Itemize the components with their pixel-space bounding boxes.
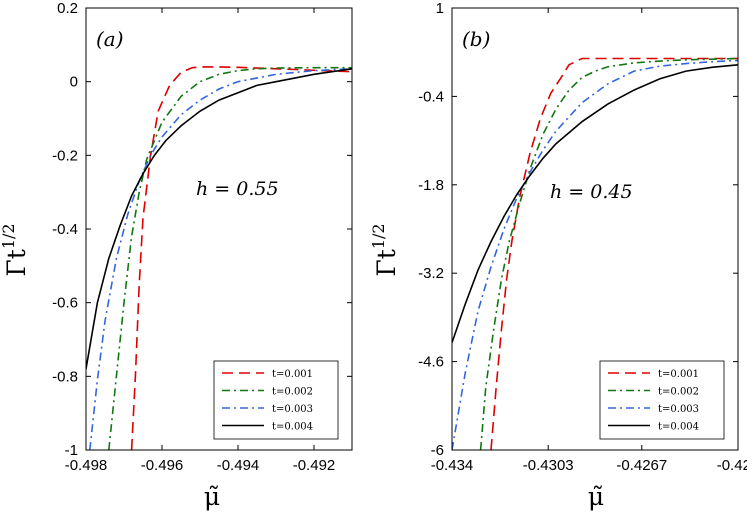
chart-panel-b: -0.434 -0.4303 -0.4267 -0.423 1 -0.4 -1.8 -3.2 -… bbox=[418, 0, 747, 474]
legend-entry: t=0.003 bbox=[272, 404, 313, 415]
series-line-t-0-003 bbox=[89, 67, 352, 450]
series-line-t-0-004 bbox=[452, 64, 738, 343]
y-axis-label-exponent: 1/2 bbox=[369, 223, 388, 249]
x-tick-label: -0.423 bbox=[717, 457, 747, 474]
svg-text:Γt1/2: Γt1/2 bbox=[369, 223, 401, 276]
y-tick-label: -6 bbox=[431, 442, 444, 459]
y-tick-label: -4.6 bbox=[418, 354, 444, 371]
legend-entry: t=0.002 bbox=[272, 387, 313, 398]
x-axis-label-b: μ̃ bbox=[588, 482, 604, 511]
y-tick-label: -0.2 bbox=[52, 147, 78, 164]
x-tick-label: -0.498 bbox=[65, 457, 108, 474]
legend-entry: t=0.003 bbox=[658, 404, 699, 415]
y-tick-label: 1 bbox=[436, 0, 444, 17]
series-line-t-0-003 bbox=[452, 59, 738, 450]
y-tick-label: -1.8 bbox=[418, 177, 444, 194]
y-axis-label-b: Γt1/2 bbox=[369, 223, 401, 276]
series-line-t-0-002 bbox=[479, 57, 738, 450]
series-group bbox=[452, 57, 738, 450]
series-line-t-0-004 bbox=[86, 67, 352, 370]
series-line-t-0-001 bbox=[130, 66, 352, 450]
x-tick-label: -0.494 bbox=[217, 457, 260, 474]
legend-entry: t=0.004 bbox=[272, 422, 313, 433]
x-tick-label: -0.496 bbox=[141, 457, 184, 474]
y-tick-label: -0.4 bbox=[418, 88, 444, 105]
x-tick-label: -0.434 bbox=[431, 457, 474, 474]
x-tick-label: -0.4303 bbox=[523, 457, 574, 474]
y-axis-label-exponent: 1/2 bbox=[0, 223, 18, 249]
y-tick-label: 0 bbox=[70, 74, 78, 91]
panel-label: (b) bbox=[462, 27, 490, 51]
annotation-h: h = 0.45 bbox=[550, 181, 633, 203]
y-tick-label: -3.2 bbox=[418, 265, 444, 282]
legend-entry: t=0.001 bbox=[658, 369, 699, 380]
series-line-t-0-002 bbox=[108, 66, 352, 450]
x-tick-label: -0.492 bbox=[293, 457, 336, 474]
legend: t=0.001 t=0.002 t=0.003 t=0.004 bbox=[599, 360, 725, 440]
legend-entry: t=0.001 bbox=[272, 369, 313, 380]
x-tick-label: -0.4267 bbox=[616, 457, 667, 474]
y-tick-label: -1 bbox=[65, 442, 78, 459]
panel-label: (a) bbox=[96, 27, 124, 51]
y-tick-label: -0.8 bbox=[52, 368, 78, 385]
annotation-h: h = 0.55 bbox=[196, 178, 279, 200]
chart-panel-a: -0.498 -0.496 -0.494 -0.492 0.2 0 -0.2 -0.4 -0.6… bbox=[52, 0, 353, 474]
legend: t=0.001 t=0.002 t=0.003 t=0.004 bbox=[213, 360, 339, 440]
legend-entry: t=0.004 bbox=[658, 422, 699, 433]
y-tick-label: -0.6 bbox=[52, 295, 78, 312]
series-line-t-0-001 bbox=[490, 57, 738, 450]
y-axis-label-base: Γt bbox=[2, 249, 31, 276]
legend-entry: t=0.002 bbox=[658, 387, 699, 398]
series-group bbox=[86, 66, 352, 450]
y-axis-label-base: Γt bbox=[372, 249, 401, 276]
plot-frame bbox=[451, 7, 739, 451]
y-tick-label: -0.4 bbox=[52, 221, 78, 238]
y-axis-label-a: Γt1/2 bbox=[0, 223, 31, 276]
x-axis-label-a: μ̃ bbox=[204, 482, 220, 511]
svg-text:Γt1/2: Γt1/2 bbox=[0, 223, 31, 276]
y-tick-label: 0.2 bbox=[57, 0, 78, 17]
